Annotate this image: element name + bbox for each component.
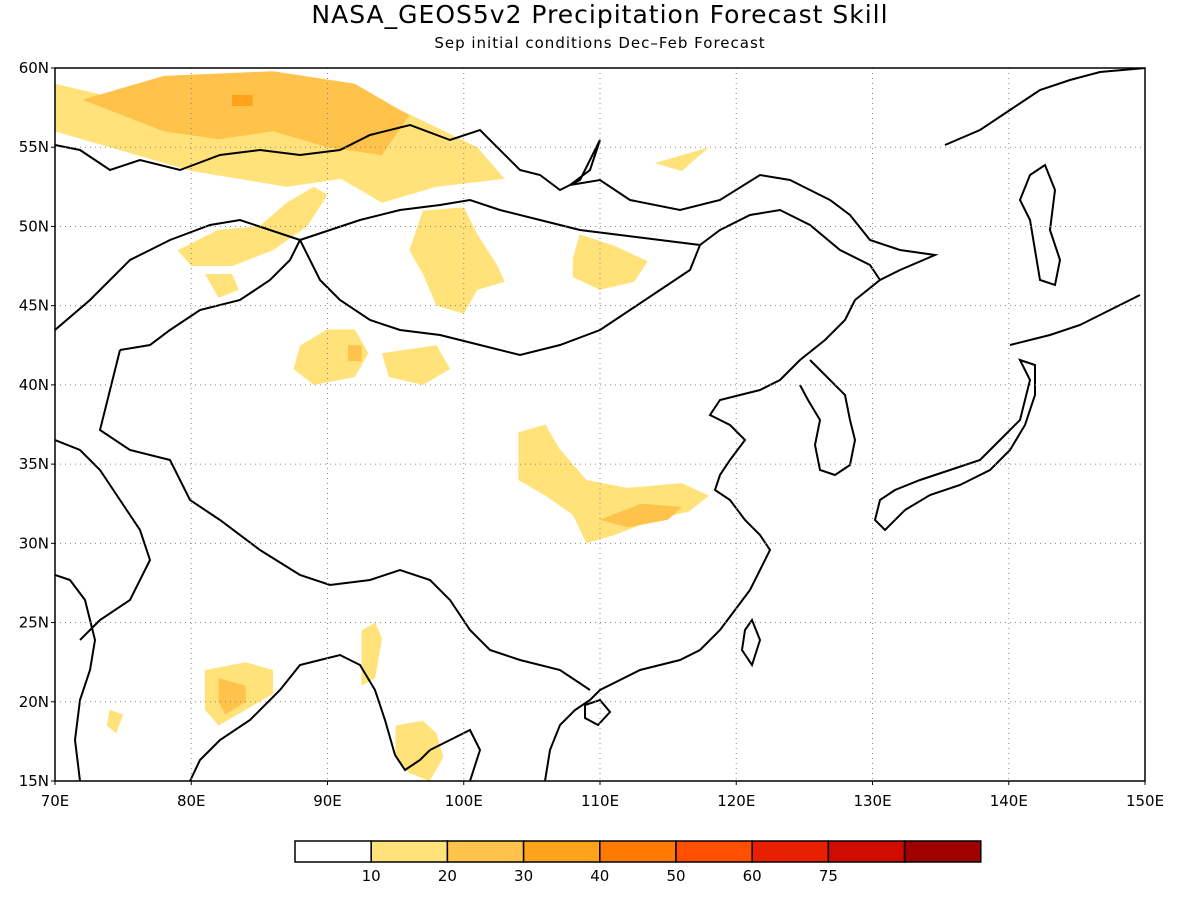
lat-label: 20N — [19, 693, 49, 711]
colorbar-label: 50 — [666, 867, 685, 885]
coastline-indochina — [544, 699, 591, 781]
skill-region-kazakh-east — [204, 274, 239, 298]
colorbar-swatch — [903, 840, 982, 863]
skill-region-baikal-south — [572, 234, 648, 290]
lon-label: 80E — [177, 792, 206, 810]
coastline-hainan — [584, 698, 612, 727]
colorbar-label: 30 — [514, 867, 533, 885]
skill-region-hubei — [600, 503, 682, 528]
colorbar-swatch — [751, 840, 830, 863]
latitude-labels: 60N 55N 50N 45N 40N 35N 30N 25N 20N 15N — [19, 59, 55, 790]
lon-label: 130E — [853, 792, 891, 810]
lat-label: 15N — [19, 772, 49, 790]
coastline-china-east — [589, 299, 856, 701]
border-kazakh-china — [119, 239, 301, 351]
lat-label: 25N — [19, 614, 49, 632]
border-india-pakistan — [55, 439, 152, 641]
coastline-bengal — [55, 574, 431, 781]
skill-region-loess — [518, 424, 709, 544]
lat-label: 30N — [19, 534, 49, 552]
skill-region-tarim-spot — [347, 345, 362, 362]
colorbar-swatch — [599, 840, 677, 863]
border-mongolia — [298, 198, 702, 357]
graticule — [55, 68, 1145, 781]
colorbar: 10 20 30 40 50 60 75 — [294, 840, 982, 885]
border-russia-china-east — [699, 208, 881, 281]
skill-region-siberia-spot — [232, 94, 253, 106]
colorbar-label: 75 — [819, 867, 838, 885]
skill-region-bay-bengal-east — [361, 622, 382, 686]
colorbar-swatch — [827, 840, 906, 863]
skill-region-tarim-north — [293, 329, 369, 385]
coastline-thailand — [429, 728, 482, 781]
lon-label: 100E — [445, 792, 483, 810]
lat-label: 60N — [19, 59, 49, 77]
lat-label: 50N — [19, 217, 49, 235]
colorbar-label: 20 — [438, 867, 457, 885]
colorbar-swatch — [675, 840, 753, 863]
skill-region-qaidam — [382, 345, 451, 385]
skill-shading-layer — [55, 71, 709, 781]
lat-label: 55N — [19, 138, 49, 156]
colorbar-label: 40 — [590, 867, 609, 885]
lat-label: 40N — [19, 376, 49, 394]
lon-label: 90E — [313, 792, 342, 810]
coastline-sakhalin — [1018, 163, 1062, 287]
colorbar-swatch — [522, 840, 601, 863]
longitude-labels: 70E 80E 90E 100E 110E 120E 130E 140E 150E — [41, 781, 1164, 810]
lon-label: 140E — [990, 792, 1028, 810]
skill-region-india-east-core — [218, 678, 246, 715]
colorbar-swatch — [446, 840, 525, 863]
map-subtitle: Sep initial conditions Dec–Feb Forecast — [434, 34, 766, 52]
map-title: NASA_GEOS5v2 Precipitation Forecast Skil… — [311, 0, 889, 29]
skill-region-india-west — [106, 709, 124, 734]
skill-region-altai — [177, 186, 328, 267]
colorbar-label: 60 — [743, 867, 762, 885]
coastline-arctic — [55, 123, 939, 301]
coastline-korea — [799, 359, 857, 477]
colorbar-label: 10 — [362, 867, 381, 885]
skill-region-siberia-core — [82, 71, 410, 156]
skill-region-amur — [654, 147, 709, 171]
lat-label: 35N — [19, 455, 49, 473]
coastline-north-pacific — [944, 68, 1145, 146]
border-china-india — [98, 349, 591, 691]
lon-label: 120E — [717, 792, 755, 810]
coastline-taiwan — [740, 617, 762, 668]
skill-region-mongolia-west — [409, 207, 505, 314]
colorbar-swatch — [370, 840, 449, 863]
lat-label: 45N — [19, 297, 49, 315]
lon-label: 150E — [1126, 792, 1164, 810]
coastline-japan — [873, 358, 1036, 532]
lon-label: 110E — [581, 792, 619, 810]
skill-region-myanmar-south — [395, 720, 444, 781]
colorbar-swatch — [294, 840, 372, 863]
coastline-hokkaido — [1009, 294, 1141, 346]
lon-label: 70E — [41, 792, 70, 810]
